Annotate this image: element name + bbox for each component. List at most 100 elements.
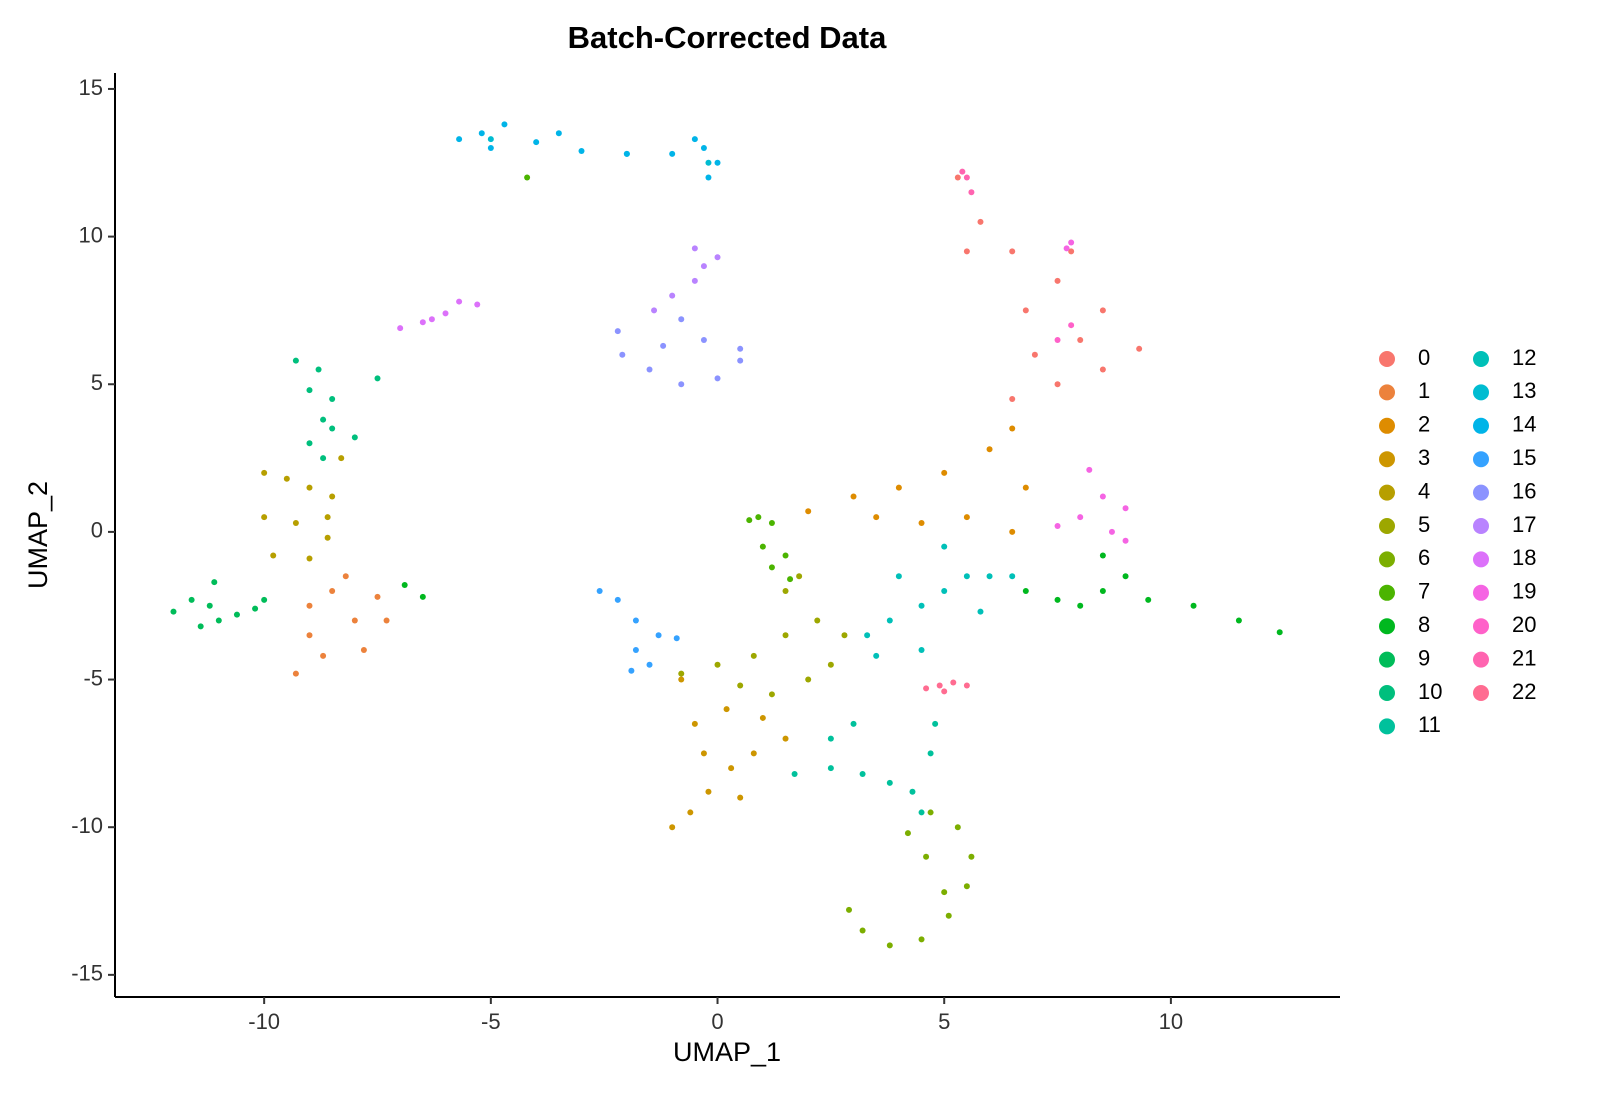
legend-label: 21 [1512, 645, 1536, 670]
point [750, 750, 757, 757]
legend-key [1473, 351, 1489, 367]
point [791, 771, 798, 778]
point [215, 617, 222, 624]
point [1009, 248, 1016, 255]
point [1054, 336, 1061, 343]
legend-key [1473, 551, 1489, 568]
point [329, 493, 336, 500]
legend-key [1473, 618, 1489, 635]
point [478, 130, 485, 137]
y-tick-label: -10 [71, 813, 103, 838]
point [1145, 596, 1152, 603]
x-tick-label: 0 [711, 1009, 723, 1034]
point [1099, 552, 1106, 559]
point [306, 387, 313, 394]
point [963, 883, 970, 890]
point [1022, 587, 1029, 594]
point [651, 307, 658, 314]
point [977, 218, 984, 225]
point [936, 682, 943, 689]
point [419, 593, 426, 600]
point [918, 602, 925, 609]
point [768, 691, 775, 698]
point [456, 298, 463, 305]
point [1068, 248, 1075, 255]
point [320, 455, 327, 462]
legend-key [1379, 551, 1395, 568]
point [950, 679, 957, 686]
point [895, 573, 902, 580]
point [428, 316, 435, 323]
legend-label: 17 [1512, 512, 1536, 537]
point [796, 573, 803, 580]
point [1009, 528, 1016, 535]
point [1054, 522, 1061, 529]
point [782, 632, 789, 639]
point [1054, 277, 1061, 284]
point [261, 469, 268, 476]
point [1077, 602, 1084, 609]
point [941, 889, 948, 896]
legend-key [1379, 718, 1395, 735]
point [714, 661, 721, 668]
point [827, 765, 834, 772]
point [787, 576, 794, 583]
point [886, 779, 893, 786]
point [292, 357, 299, 364]
point [691, 136, 698, 143]
point [1235, 617, 1242, 624]
point [1068, 239, 1075, 246]
point [442, 310, 449, 317]
y-axis-title: UMAP_2 [23, 481, 53, 589]
point [755, 514, 762, 521]
point [632, 617, 639, 624]
point [886, 942, 893, 949]
legend-label: 13 [1512, 378, 1536, 403]
x-tick-label: 5 [938, 1009, 950, 1034]
point [782, 587, 789, 594]
point [846, 906, 853, 913]
legend-label: 20 [1512, 612, 1536, 637]
legend-label: 14 [1512, 412, 1536, 437]
point [759, 543, 766, 550]
point [705, 174, 712, 181]
point [578, 147, 585, 154]
point [959, 168, 966, 175]
legend-label: 2 [1418, 412, 1430, 437]
point [329, 587, 336, 594]
point [1190, 602, 1197, 609]
point [927, 809, 934, 816]
point [619, 351, 626, 358]
point [351, 434, 358, 441]
point [306, 632, 313, 639]
point [941, 543, 948, 550]
point [315, 366, 322, 373]
legend-key [1473, 384, 1489, 401]
point [714, 375, 721, 382]
legend-label: 16 [1512, 478, 1536, 503]
point [669, 292, 676, 299]
point [941, 469, 948, 476]
point [918, 520, 925, 527]
point [873, 652, 880, 659]
point [705, 788, 712, 795]
legend-label: 18 [1512, 545, 1536, 570]
legend-label: 19 [1512, 579, 1536, 604]
point [206, 602, 213, 609]
point [737, 357, 744, 364]
point [827, 735, 834, 742]
point [261, 514, 268, 521]
point [737, 682, 744, 689]
point [945, 912, 952, 919]
x-tick-label: -5 [481, 1009, 501, 1034]
point [918, 647, 925, 654]
point [737, 345, 744, 352]
point [705, 159, 712, 166]
point [805, 508, 812, 515]
point [864, 632, 871, 639]
point [687, 809, 694, 816]
point [188, 596, 195, 603]
legend-key [1379, 351, 1395, 367]
point [1009, 425, 1016, 432]
